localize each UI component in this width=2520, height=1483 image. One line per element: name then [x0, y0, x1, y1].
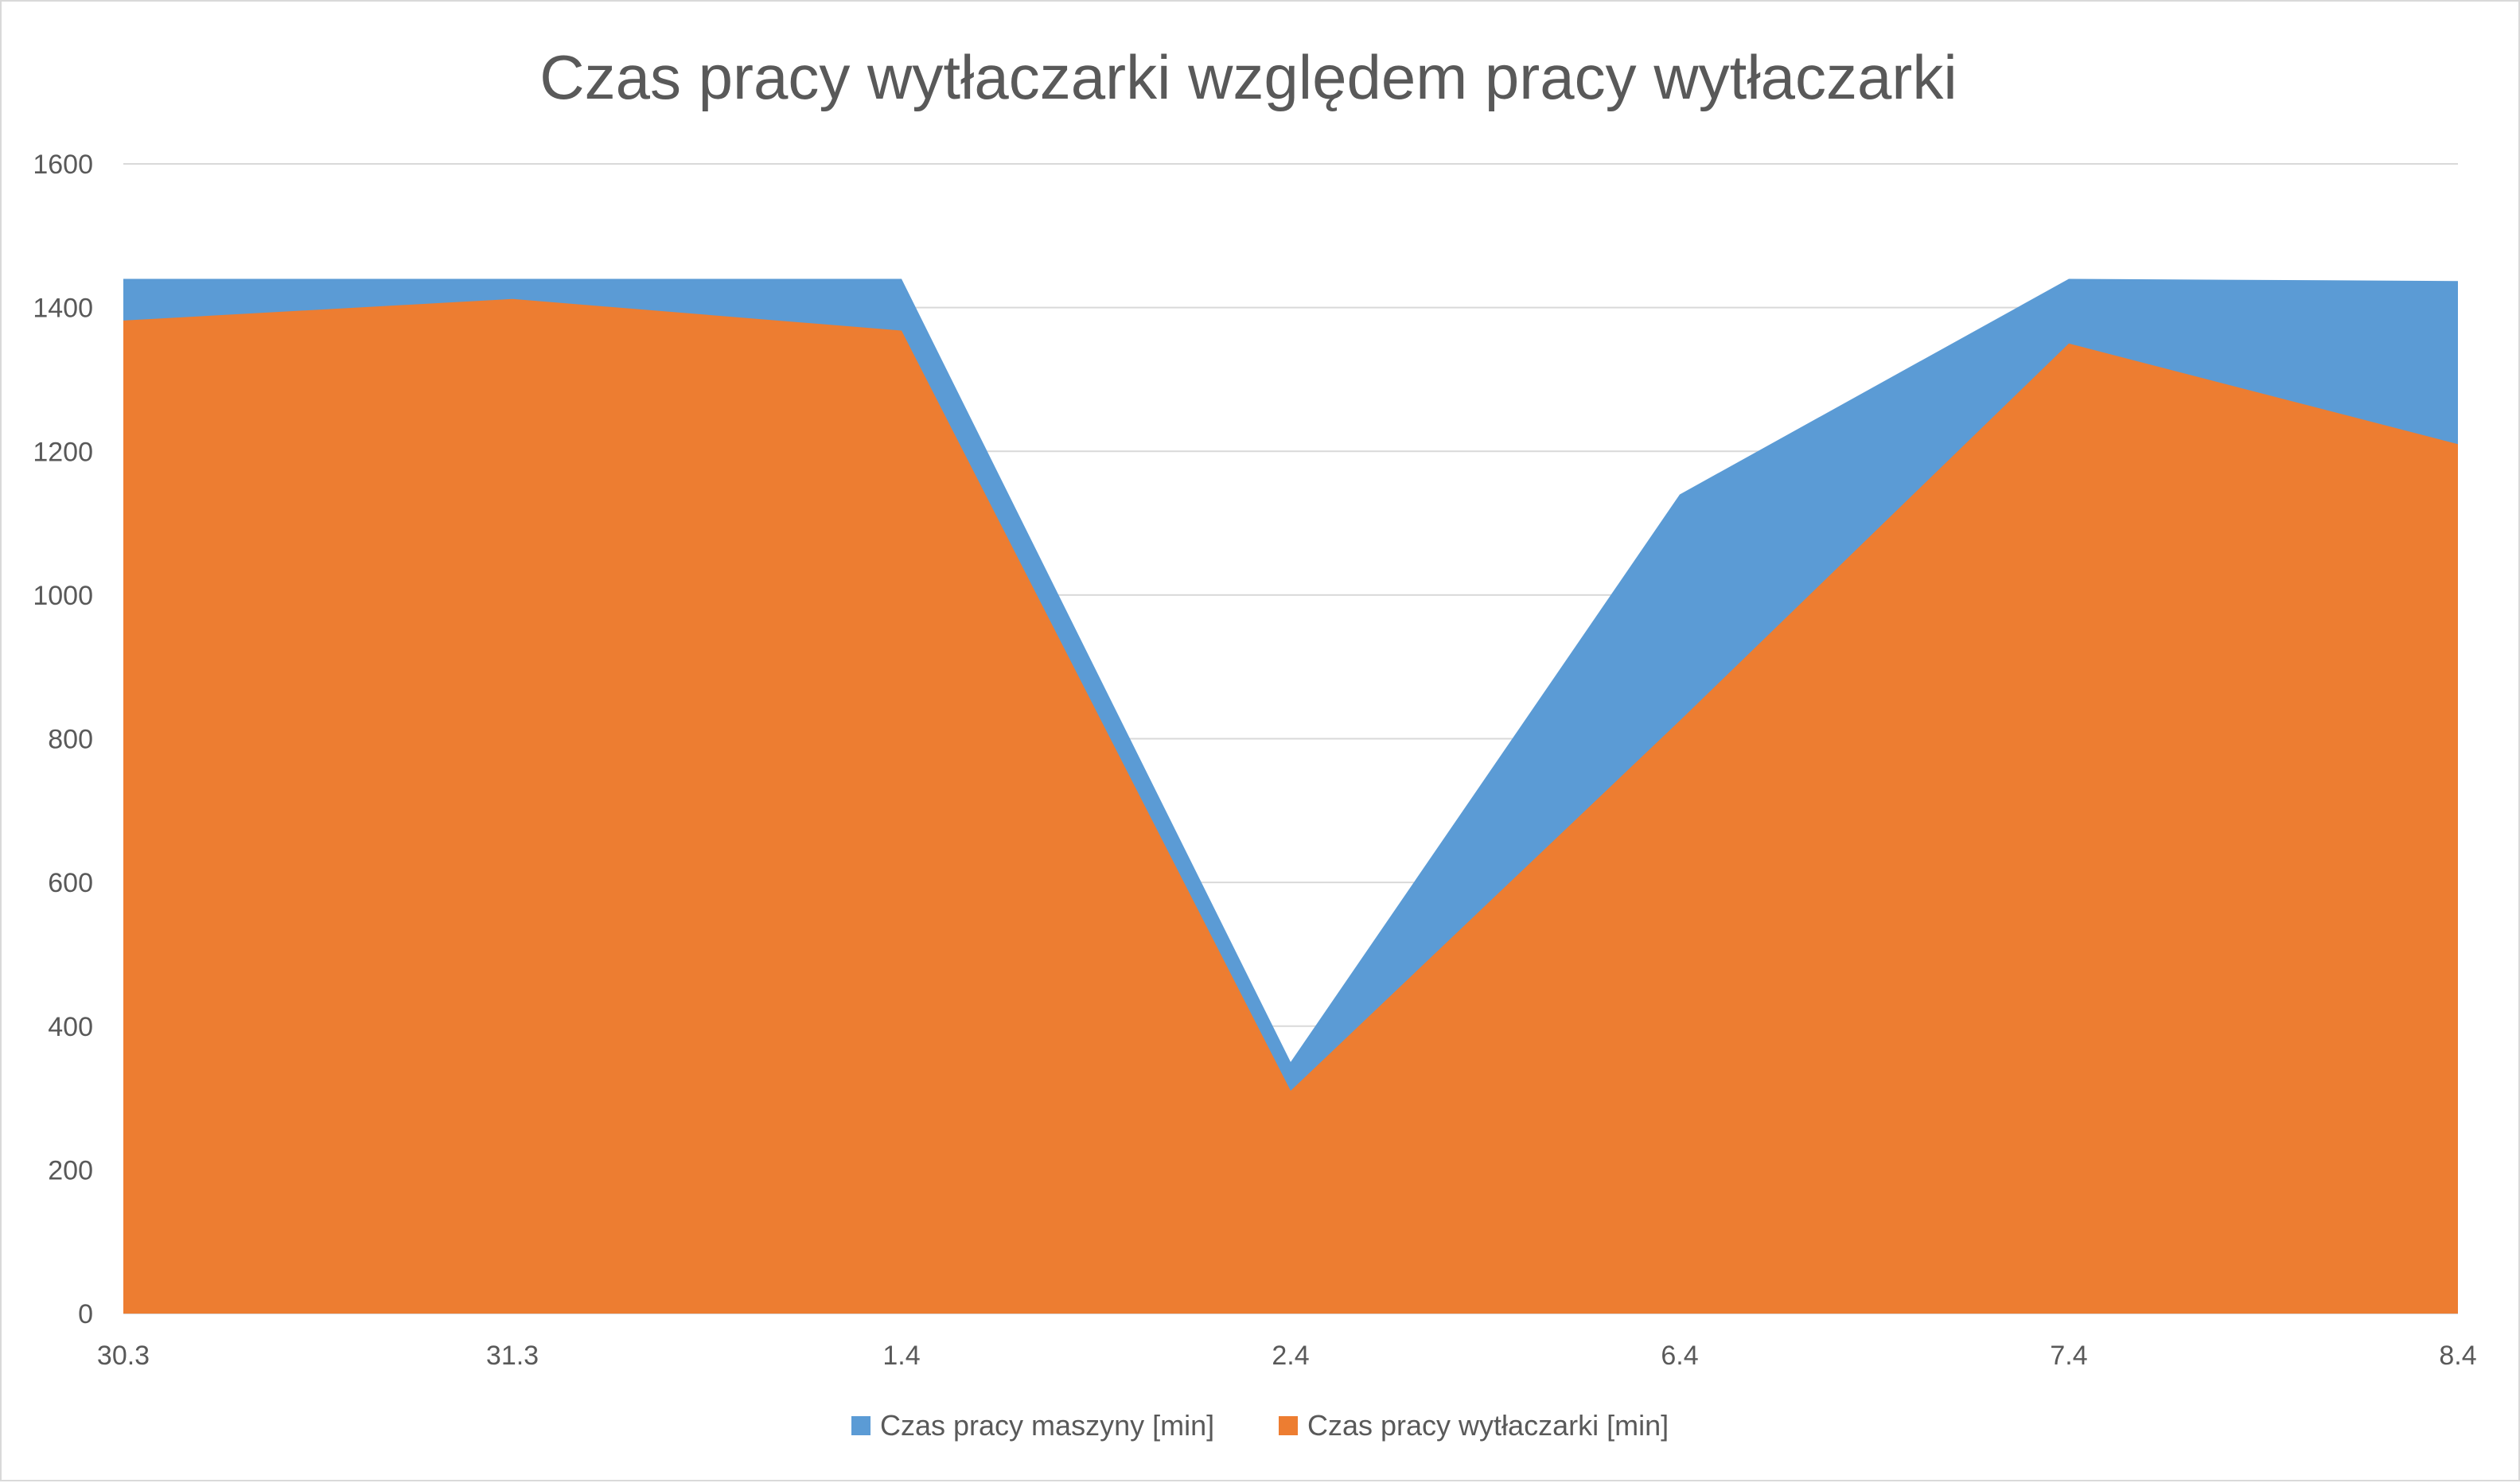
x-tick-label: 7.4	[2050, 1341, 2087, 1371]
x-tick-label: 31.3	[486, 1341, 539, 1371]
x-tick-label: 30.3	[97, 1341, 150, 1371]
legend: Czas pracy maszyny [min] Czas pracy wytła…	[851, 1409, 1669, 1442]
y-tick-label: 0	[78, 1299, 93, 1329]
x-axis: 30.3 31.3 1.4 2.4 6.4 7.4 8.4	[97, 1341, 2477, 1371]
chart-title: Czas pracy wytłaczarki względem pracy wy…	[539, 42, 1957, 112]
legend-label: Czas pracy maszyny [min]	[880, 1409, 1214, 1442]
x-tick-label: 1.4	[882, 1341, 920, 1371]
legend-swatch	[1279, 1416, 1298, 1435]
y-tick-label: 1600	[33, 150, 93, 180]
y-tick-label: 400	[48, 1012, 93, 1042]
x-tick-label: 8.4	[2439, 1341, 2476, 1371]
y-tick-label: 1400	[33, 294, 93, 324]
legend-swatch	[851, 1416, 871, 1435]
y-axis: 0 200 400 600 800 1000 1200 1400 1600	[33, 150, 93, 1329]
y-tick-label: 800	[48, 725, 93, 755]
legend-label: Czas pracy wytłaczarki [min]	[1307, 1409, 1669, 1442]
plot-area	[123, 278, 2458, 1314]
y-tick-label: 1000	[33, 581, 93, 611]
y-tick-label: 1200	[33, 437, 93, 467]
y-tick-label: 200	[48, 1155, 93, 1185]
series-2-area	[123, 298, 2458, 1314]
x-tick-label: 2.4	[1272, 1341, 1309, 1371]
y-tick-label: 600	[48, 868, 93, 898]
x-tick-label: 6.4	[1661, 1341, 1698, 1371]
